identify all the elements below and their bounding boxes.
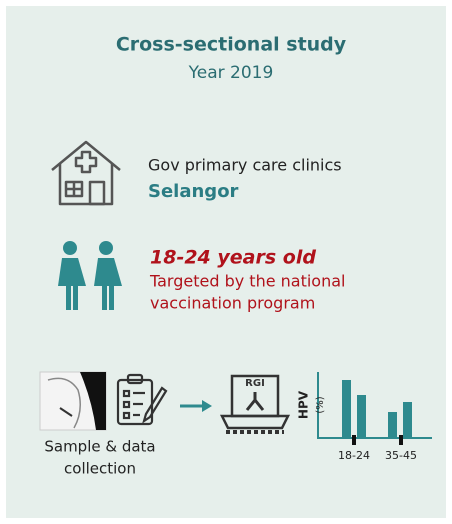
step-label: collection (64, 460, 136, 478)
machine-icon (219, 374, 291, 434)
sample-image (39, 371, 107, 431)
subtitle: Year 2019 (188, 63, 274, 83)
population-text: vaccination program (150, 294, 315, 313)
mini-chart (317, 372, 432, 445)
population-text: Targeted by the national (149, 272, 345, 291)
setting-text: Gov primary care clinics (148, 156, 342, 175)
machine-label: RGI (245, 378, 265, 389)
clipboard-icon (116, 373, 168, 426)
chart-group-label: 35-45 (385, 449, 417, 462)
women-icon (58, 241, 122, 310)
chart-group-label: 18-24 (338, 449, 370, 462)
setting-location: Selangor (148, 181, 239, 202)
chart-y-label: HPV (297, 390, 311, 419)
clinic-icon (51, 140, 121, 206)
title: Cross-sectional study (116, 34, 347, 56)
arrow (180, 400, 212, 412)
step-label: Sample & data (44, 438, 155, 456)
chart-y-unit: (%) (315, 396, 326, 413)
age-group: 18-24 years old (150, 247, 316, 269)
